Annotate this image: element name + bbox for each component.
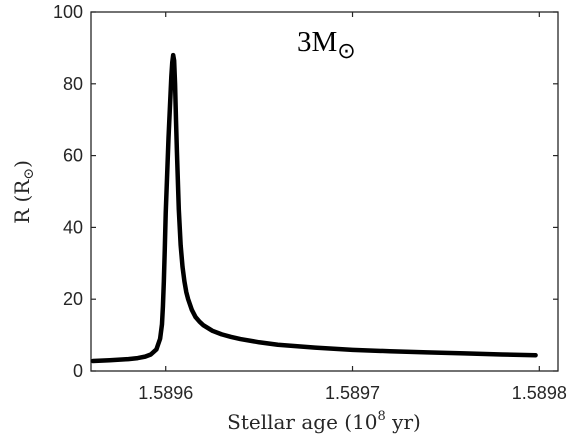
y-axis-ticks: 0 20 40 60 80 100 (53, 2, 558, 381)
y-tick-label: 60 (63, 146, 83, 166)
y-tick-label: 40 (63, 217, 83, 237)
x-axis-label-exponent: 8 (378, 409, 386, 424)
y-tick-label: 20 (63, 289, 83, 309)
annotation-sun-symbol: ⊙ (337, 38, 355, 63)
series-line-radius (90, 52, 538, 364)
x-tick-label: 1.5896 (138, 383, 193, 403)
y-axis-label-text: R (R (10, 179, 34, 224)
x-axis-label-unit: yr) (386, 410, 421, 434)
x-tick-label: 1.5898 (512, 383, 567, 403)
x-axis-label: Stellar age (108 yr) (227, 409, 421, 434)
y-axis-label-sun-symbol: ⊙ (21, 168, 37, 180)
y-tick-label: 100 (53, 2, 83, 22)
annotation-mass: 3M⊙ (297, 26, 356, 63)
y-tick-label: 80 (63, 74, 83, 94)
x-axis-ticks: 1.5896 1.5897 1.5898 (138, 12, 567, 403)
x-tick-label: 1.5897 (325, 383, 380, 403)
y-axis-label: R (R⊙) (10, 160, 37, 224)
x-axis-label-text: Stellar age (10 (227, 410, 377, 434)
y-axis-label-close: ) (10, 160, 34, 168)
annotation-text: 3M (297, 26, 337, 58)
y-tick-label: 0 (73, 361, 83, 381)
plot-frame (90, 11, 559, 372)
